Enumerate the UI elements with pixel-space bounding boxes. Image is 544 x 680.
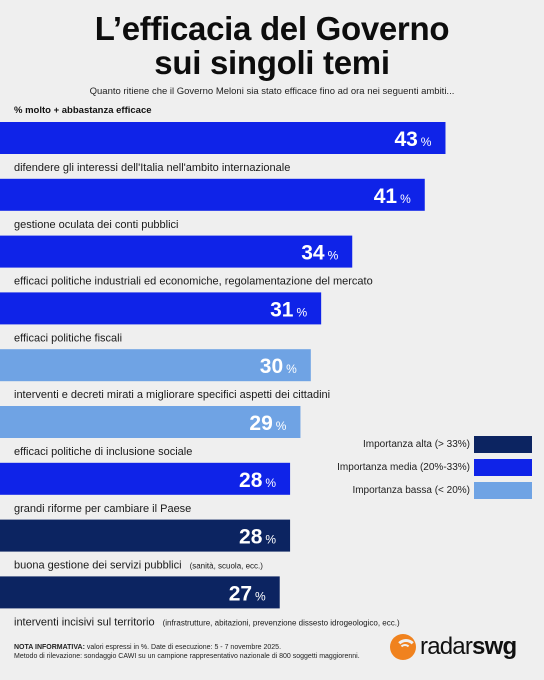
category-text: gestione oculata dei conti pubblici <box>14 219 179 231</box>
footnote: NOTA INFORMATIVA: valori espressi in %. … <box>14 643 360 661</box>
category-text: interventi e decreti mirati a migliorare… <box>14 389 330 401</box>
bar-value-unit: % <box>255 589 266 603</box>
bar-value-number: 34 <box>301 242 325 265</box>
legend-swatch-alta <box>474 436 532 453</box>
bar-value-label-5: 30% <box>260 355 297 378</box>
legend-item-bassa: Importanza bassa (< 20%) <box>318 482 532 500</box>
bar-value-label-3: 34% <box>301 242 338 265</box>
category-label-5: interventi e decreti mirati a migliorare… <box>14 389 330 401</box>
bar-value-unit: % <box>265 533 276 547</box>
note-line-2: Metodo di rilevazione: sondaggio CAWI su… <box>14 653 360 660</box>
bar-value-unit: % <box>328 249 339 263</box>
category-label-9: interventi incisivi sul territorio (infra… <box>14 616 400 628</box>
category-label-7: grandi riforme per cambiare il Paese <box>14 503 191 515</box>
bar-5 <box>0 349 311 382</box>
bar-8 <box>0 519 291 552</box>
bar-2 <box>0 178 425 211</box>
bar-value-number: 29 <box>249 412 272 435</box>
category-note: (infrastrutture, abitazioni, prevenzione… <box>163 618 400 627</box>
bar-6 <box>0 406 301 438</box>
logo-part-swg: swg <box>472 633 517 660</box>
bar-7 <box>0 462 291 495</box>
logo-part-radar: radar <box>420 633 473 660</box>
bar-value-unit: % <box>400 192 411 206</box>
note-label: NOTA INFORMATIVA: <box>14 644 85 651</box>
bar-4 <box>0 292 322 325</box>
category-text: interventi incisivi sul territorio <box>14 616 155 628</box>
logo-wordmark: radarswg <box>420 633 517 661</box>
bar-value-label-7: 28% <box>239 469 276 492</box>
metric-label: % molto + abbastanza efficace <box>14 105 152 116</box>
category-text: efficaci politiche industriali ed econom… <box>14 276 373 288</box>
category-label-4: efficaci politiche fiscali <box>14 332 122 344</box>
bar-value-unit: % <box>265 476 276 490</box>
title-line-1: L’efficacia del Governo <box>94 10 450 47</box>
bar-value-unit: % <box>286 362 297 376</box>
note-line-1: valori espressi in %. Date di esecuzione… <box>84 644 282 651</box>
legend-label-bassa: Importanza bassa (< 20%) <box>352 485 470 496</box>
bar-value-number: 28 <box>239 469 263 492</box>
chart-title: L’efficacia del Governo sui singoli temi <box>0 12 544 80</box>
bar-1 <box>0 122 446 154</box>
category-label-2: gestione oculata dei conti pubblici <box>14 219 179 231</box>
category-text: efficaci politiche fiscali <box>14 332 122 344</box>
category-note: (sanità, scuola, ecc.) <box>190 562 264 571</box>
legend-label-alta: Importanza alta (> 33%) <box>363 439 470 450</box>
bar-value-label-2: 41% <box>374 185 411 208</box>
legend-swatch-media <box>474 459 532 476</box>
category-text: difendere gli interessi dell'Italia nell… <box>14 162 290 174</box>
bar-value-unit: % <box>276 419 287 433</box>
radar-swg-logo: radarswg <box>390 632 530 662</box>
bar-value-number: 43 <box>394 128 417 151</box>
bar-value-unit: % <box>421 135 432 149</box>
legend-label-media: Importanza media (20%-33%) <box>337 462 470 473</box>
category-label-8: buona gestione dei servizi pubblici (sani… <box>14 560 263 572</box>
bar-value-label-1: 43% <box>394 128 431 151</box>
legend-item-alta: Importanza alta (> 33%) <box>318 436 532 454</box>
legend: Importanza alta (> 33%) Importanza media… <box>318 436 532 505</box>
bar-value-unit: % <box>296 305 307 319</box>
bar-value-label-8: 28% <box>239 526 276 549</box>
title-line-2: sui singoli temi <box>154 44 390 81</box>
bar-value-label-9: 27% <box>229 582 266 605</box>
bar-9 <box>0 576 280 609</box>
bar-3 <box>0 235 353 268</box>
category-text: efficaci politiche di inclusione sociale <box>14 446 192 458</box>
bar-value-number: 31 <box>270 298 294 321</box>
category-label-6: efficaci politiche di inclusione sociale <box>14 446 192 458</box>
bar-value-label-4: 31% <box>270 298 307 321</box>
bar-value-number: 30 <box>260 355 283 378</box>
category-text: buona gestione dei servizi pubblici <box>14 560 182 572</box>
category-text: grandi riforme per cambiare il Paese <box>14 503 191 515</box>
bar-value-number: 41 <box>374 185 398 208</box>
bar-value-label-6: 29% <box>249 412 286 435</box>
bar-value-number: 28 <box>239 526 263 549</box>
legend-swatch-bassa <box>474 482 532 499</box>
category-label-3: efficaci politiche industriali ed econom… <box>14 276 373 288</box>
category-label-1: difendere gli interessi dell'Italia nell… <box>14 162 290 174</box>
chart-subtitle: Quanto ritiene che il Governo Meloni sia… <box>89 86 455 97</box>
radar-logo-icon <box>390 634 416 660</box>
legend-item-media: Importanza media (20%-33%) <box>318 459 532 477</box>
bar-value-number: 27 <box>229 582 252 605</box>
